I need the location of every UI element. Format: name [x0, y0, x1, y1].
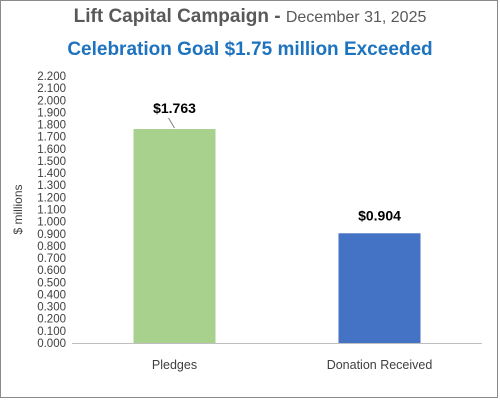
y-axis-ticks: 0.0000.1000.2000.3000.4000.5000.6000.700…	[37, 71, 66, 350]
y-tick-label: 1.300	[37, 180, 66, 192]
data-label-leader-line	[168, 117, 175, 129]
data-label: $1.763	[153, 100, 196, 116]
category-label: Donation Received	[327, 358, 433, 372]
category-label: Pledges	[152, 358, 197, 372]
bar-donation-received	[338, 233, 421, 343]
y-tick-label: 1.700	[37, 132, 66, 144]
data-labels: $1.763 $0.904	[153, 100, 401, 223]
chart-title: Lift Capital Campaign - December 31, 202…	[0, 6, 500, 28]
bar-pledges	[133, 129, 216, 343]
y-tick-label: 1.900	[37, 107, 66, 119]
bars	[133, 129, 421, 343]
y-tick-label: 0.000	[37, 338, 66, 350]
y-tick-label: 1.400	[37, 168, 66, 180]
y-tick-label: 1.500	[37, 156, 66, 168]
y-tick-label: 0.100	[37, 326, 66, 338]
y-tick-label: 0.700	[37, 253, 66, 265]
y-tick-label: 2.200	[37, 71, 66, 83]
y-tick-label: 0.200	[37, 314, 66, 326]
y-tick-label: 0.800	[37, 241, 66, 253]
y-tick-label: 1.100	[37, 205, 66, 217]
y-tick-label: 0.900	[37, 229, 66, 241]
y-tick-label: 0.300	[37, 302, 66, 314]
y-tick-label: 2.000	[37, 95, 66, 107]
y-tick-label: 0.500	[37, 277, 66, 289]
y-axis-label: $ millions	[11, 184, 25, 234]
y-tick-label: 1.600	[37, 144, 66, 156]
chart-title-main: Lift Capital Campaign -	[73, 6, 286, 27]
data-label: $0.904	[358, 207, 401, 223]
y-tick-label: 1.800	[37, 120, 66, 132]
y-tick-label: 1.000	[37, 217, 66, 229]
chart-title-date: December 31, 2025	[285, 9, 427, 26]
y-tick-label: 0.600	[37, 265, 66, 277]
y-tick-label: 1.200	[37, 192, 66, 204]
y-tick-label: 0.400	[37, 289, 66, 301]
chart-subtitle: Celebration Goal $1.75 million Exceeded	[67, 39, 433, 60]
y-tick-label: 2.100	[37, 83, 66, 95]
category-labels: Pledges Donation Received	[152, 358, 432, 372]
